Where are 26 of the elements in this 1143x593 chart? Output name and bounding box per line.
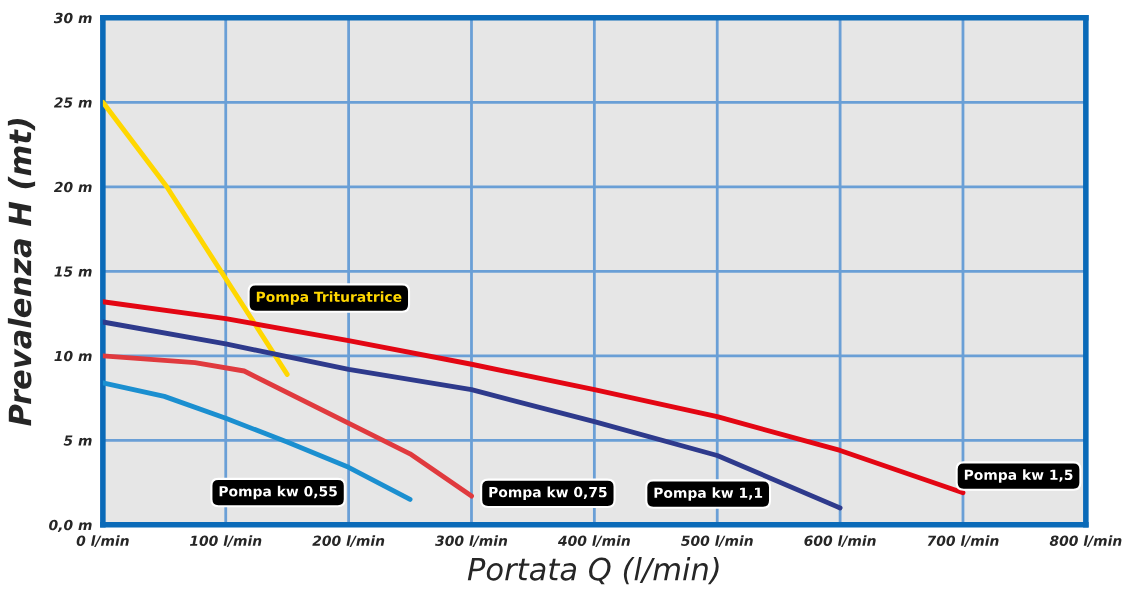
x-tick-label: 600 l/min [804, 535, 876, 548]
x-tick-label: 700 l/min [927, 535, 999, 548]
x-axis-title: Portata Q (l/min) [467, 557, 719, 585]
series-label: Pompa Trituratrice [256, 291, 402, 305]
series-label: Pompa kw 0,55 [219, 485, 337, 500]
x-tick-label: 800 l/min [1049, 535, 1122, 548]
line-series [102, 353, 474, 499]
y-axis-title: Prevalenza H (mt) [7, 118, 36, 426]
y-tick-label: 5 m [63, 435, 92, 446]
y-tick-label: 30 m [53, 12, 92, 24]
x-tick-label: 400 l/min [557, 535, 630, 548]
x-tick-label: 0 l/min [76, 535, 129, 548]
x-tick-label: 500 l/min [681, 535, 753, 548]
y-tick-label: 25 m [53, 97, 92, 108]
line-series [102, 380, 413, 502]
line-series [102, 319, 843, 511]
series-label: Pompa kw 1,5 [964, 469, 1073, 483]
x-tick-label: 200 l/min [312, 535, 385, 548]
x-tick-label: 100 l/min [189, 535, 262, 548]
series-label: Pompa kw 1,1 [654, 487, 763, 501]
y-tick-label: 0,0 m [49, 519, 92, 533]
y-tick-label: 15 m [54, 266, 92, 277]
y-tick-label: 20 m [53, 181, 92, 193]
y-tick-label: 10 m [54, 350, 92, 362]
x-tick-label: 300 l/min [435, 535, 508, 548]
series-label: Pompa kw 0,75 [489, 486, 607, 501]
